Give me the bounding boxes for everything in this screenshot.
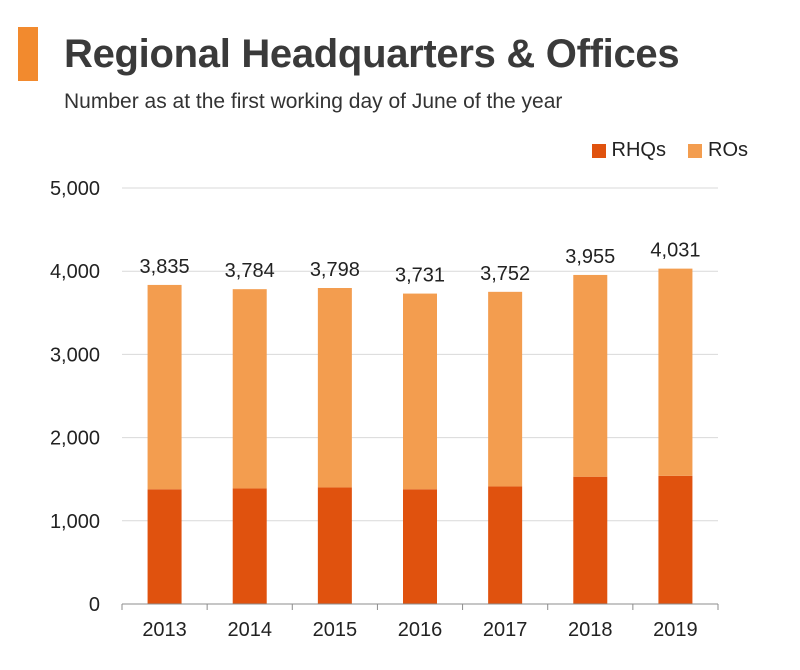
x-tick-label: 2019 bbox=[653, 619, 698, 641]
bar-rhqs bbox=[147, 489, 182, 604]
y-tick-label: 2,000 bbox=[50, 428, 100, 450]
total-data-label: 3,731 bbox=[395, 265, 445, 287]
legend: RHQs ROs bbox=[591, 139, 748, 162]
x-tick-label: 2018 bbox=[568, 619, 613, 641]
legend-label-ros: ROs bbox=[708, 139, 748, 161]
bar-rhqs bbox=[573, 476, 608, 604]
total-data-label: 3,784 bbox=[225, 260, 275, 282]
legend-item-rhqs: RHQs bbox=[591, 139, 666, 162]
bar-rhqs bbox=[317, 487, 352, 604]
x-tick-label: 2015 bbox=[313, 619, 358, 641]
chart-title: Regional Headquarters & Offices bbox=[64, 32, 680, 76]
title-accent-bar bbox=[18, 27, 38, 81]
bar-ros bbox=[658, 268, 693, 476]
total-data-label: 4,031 bbox=[650, 240, 700, 262]
bar-ros bbox=[488, 291, 523, 487]
bar-ros bbox=[573, 274, 608, 477]
y-tick-label: 3,000 bbox=[50, 344, 100, 366]
y-tick-label: 0 bbox=[89, 594, 100, 616]
bar-ros bbox=[147, 284, 182, 490]
y-tick-label: 4,000 bbox=[50, 261, 100, 283]
x-tick-label: 2017 bbox=[483, 619, 528, 641]
total-data-label: 3,752 bbox=[480, 263, 530, 285]
bar-ros bbox=[317, 288, 352, 488]
total-data-label: 3,835 bbox=[140, 256, 190, 278]
bar-rhqs bbox=[658, 475, 693, 604]
bar-rhqs bbox=[488, 486, 523, 604]
legend-label-rhqs: RHQs bbox=[611, 139, 666, 161]
legend-swatch-ros bbox=[688, 143, 702, 158]
legend-item-ros: ROs bbox=[688, 139, 748, 162]
bar-ros bbox=[403, 293, 437, 490]
y-tick-label: 1,000 bbox=[50, 511, 100, 533]
bar-rhqs bbox=[232, 488, 267, 604]
total-data-label: 3,955 bbox=[565, 246, 615, 268]
x-tick-label: 2013 bbox=[142, 619, 187, 641]
chart-subtitle: Number as at the first working day of Ju… bbox=[64, 90, 563, 113]
x-tick-label: 2016 bbox=[398, 619, 443, 641]
legend-swatch-rhqs bbox=[591, 143, 606, 158]
bar-ros bbox=[232, 289, 267, 489]
x-tick-label: 2014 bbox=[227, 619, 272, 641]
total-data-label: 3,798 bbox=[310, 259, 360, 281]
bar-rhqs bbox=[403, 489, 437, 604]
y-tick-label: 5,000 bbox=[50, 178, 100, 200]
